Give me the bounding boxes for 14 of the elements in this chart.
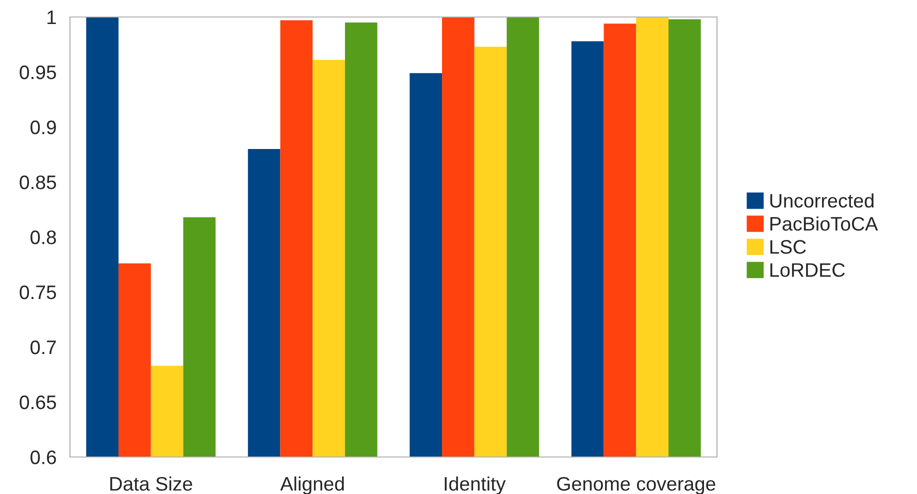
y-tick-label: 0.8 xyxy=(30,230,56,244)
y-tick-label: 0.75 xyxy=(20,285,56,300)
y-tick-label: 0.65 xyxy=(20,395,56,410)
y-tick-label: 0.9 xyxy=(30,120,56,134)
legend-label: PacBioToCA xyxy=(770,216,878,231)
y-tick-label: 0.7 xyxy=(30,340,56,354)
legend-label: Uncorrected xyxy=(770,193,874,208)
legend-label: LoRDEC xyxy=(770,263,845,277)
y-tick-label: 1 xyxy=(47,10,56,24)
y-tick-label: 0.85 xyxy=(20,175,56,190)
y-tick-label: 0.6 xyxy=(30,450,56,464)
x-tick-label: Data Size xyxy=(110,476,192,491)
y-tick-label: 0.95 xyxy=(20,65,56,80)
legend-label: LSC xyxy=(770,240,806,254)
